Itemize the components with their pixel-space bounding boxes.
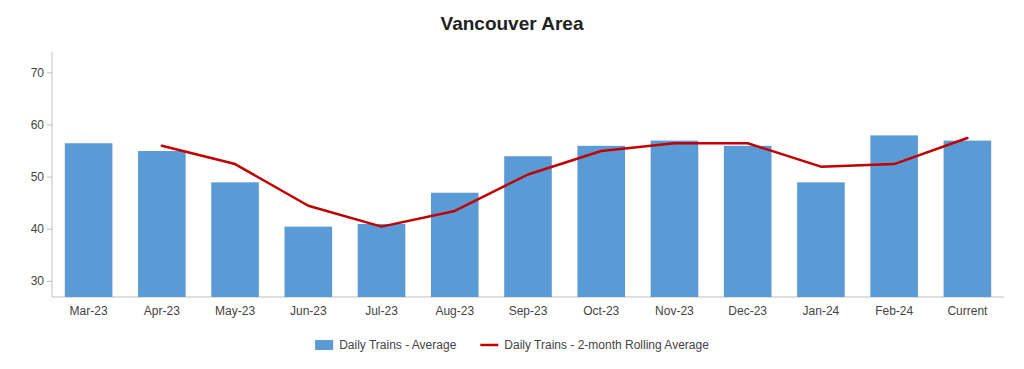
bar xyxy=(211,182,259,297)
x-tick-label: Current xyxy=(947,304,988,318)
y-tick xyxy=(47,281,52,282)
legend-swatch xyxy=(315,340,333,350)
x-tick-label: May-23 xyxy=(215,304,255,318)
y-tick-label: 60 xyxy=(31,118,45,132)
y-tick xyxy=(47,72,52,73)
bar xyxy=(577,146,625,297)
y-tick xyxy=(47,177,52,178)
legend-label: Daily Trains - Average xyxy=(339,338,456,352)
bar xyxy=(870,135,918,297)
x-tick-label: Jun-23 xyxy=(290,304,327,318)
bar xyxy=(285,227,333,297)
legend-item: Daily Trains - Average xyxy=(315,338,456,352)
x-tick-label: Jul-23 xyxy=(365,304,398,318)
x-tick-label: Nov-23 xyxy=(655,304,694,318)
y-tick-label: 30 xyxy=(31,274,45,288)
y-tick-label: 70 xyxy=(31,66,45,80)
chart-svg: Vancouver Area 30 40 50 60 70 Mar-23 Apr-23 May-… xyxy=(0,0,1024,369)
x-tick-label: Jan-24 xyxy=(803,304,840,318)
x-tick-label: Mar-23 xyxy=(70,304,108,318)
bar xyxy=(65,143,113,297)
bar xyxy=(944,141,992,297)
x-tick-label: Aug-23 xyxy=(435,304,474,318)
line xyxy=(162,138,968,227)
bar xyxy=(431,193,479,297)
bar xyxy=(797,182,845,297)
plot-area xyxy=(65,135,991,297)
legend-swatch xyxy=(480,344,498,347)
bar xyxy=(504,156,552,297)
legend: Daily Trains - Average Daily Trains - 2-m… xyxy=(315,338,709,352)
x-tick-label: Dec-23 xyxy=(728,304,767,318)
y-tick xyxy=(47,229,52,230)
legend-item: Daily Trains - 2-month Rolling Average xyxy=(480,338,709,352)
y-tick xyxy=(47,124,52,125)
x-tick-label: Apr-23 xyxy=(144,304,180,318)
bar xyxy=(138,151,186,297)
x-tick-label: Feb-24 xyxy=(875,304,913,318)
legend-label: Daily Trains - 2-month Rolling Average xyxy=(504,338,709,352)
y-tick-label: 50 xyxy=(31,170,45,184)
bar xyxy=(724,146,772,297)
bar xyxy=(651,141,699,297)
y-tick-label: 40 xyxy=(31,222,45,236)
bar xyxy=(358,224,406,297)
x-tick-label: Sep-23 xyxy=(509,304,548,318)
x-tick-label: Oct-23 xyxy=(583,304,619,318)
chart-title: Vancouver Area xyxy=(441,13,584,34)
y-axis-line xyxy=(52,52,53,297)
chart-container: Vancouver Area 30 40 50 60 70 Mar-23 Apr-23 May-… xyxy=(0,0,1024,369)
